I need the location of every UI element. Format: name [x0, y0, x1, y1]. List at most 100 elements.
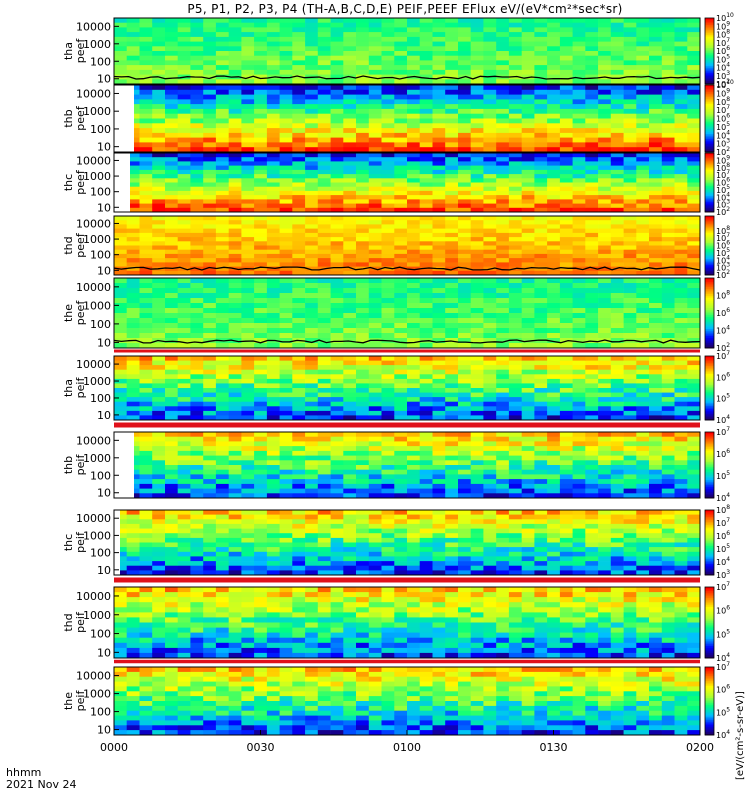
- colorbar-cell-9: [705, 672, 714, 675]
- colorbar-tick-label-4: 106: [716, 307, 730, 318]
- colorbar-cell-6: [705, 453, 714, 456]
- y-tick-label-6: 100: [90, 469, 111, 482]
- colorbar-tick-label-1: 106: [716, 113, 730, 124]
- colorbar-cell-4: [705, 309, 714, 312]
- colorbar-cell-0: [705, 36, 714, 39]
- colorbar-cell-6: [705, 446, 714, 449]
- colorbar-cell-1: [705, 116, 714, 119]
- colorbar-cell-6: [705, 484, 714, 487]
- colorbar-cell-9: [705, 677, 714, 680]
- colorbar-cell-9: [705, 729, 714, 732]
- colorbar-cell-9: [705, 702, 714, 705]
- colorbar-cell-4: [705, 346, 714, 349]
- colorbar-cell-4: [705, 286, 714, 289]
- colorbar-tick-label-2: 107: [716, 169, 730, 180]
- y-tick-label-6: 1000: [83, 452, 111, 465]
- colorbar-cell-7: [705, 513, 714, 516]
- colorbar-cell-7: [705, 566, 714, 569]
- colorbar-cell-8: [705, 604, 714, 607]
- y-tick-label-4: 100: [90, 318, 111, 331]
- colorbar-frame-2: [704, 152, 715, 213]
- colorbar-cell-5: [705, 388, 714, 390]
- colorbar-tick-label-3: 102: [716, 269, 730, 280]
- colorbar-cell-6: [705, 488, 714, 491]
- colorbar-cell-8: [705, 654, 714, 657]
- panel-label-probe-2: thc: [62, 174, 75, 191]
- panel-label-probe-8: thd: [62, 613, 75, 631]
- colorbar-cell-7: [705, 571, 714, 574]
- colorbar-cell-2: [705, 166, 714, 169]
- colorbar-cell-7: [705, 510, 714, 512]
- colorbar-cell-6: [705, 433, 714, 436]
- colorbar-cell-8: [705, 597, 714, 600]
- colorbar-cell-6: [705, 486, 714, 489]
- colorbar-tick-label-0: 107: [716, 37, 730, 48]
- colorbar-cell-6: [705, 432, 714, 434]
- colorbar-cell-4: [705, 332, 714, 335]
- colorbar-tick-label-3: 108: [716, 225, 730, 236]
- colorbar-cell-2: [705, 207, 714, 210]
- colorbar-cell-0: [705, 47, 714, 50]
- colorbar-cell-5: [705, 386, 714, 389]
- y-tick-label-5: 1000: [83, 375, 111, 388]
- colorbar-cell-7: [705, 542, 714, 545]
- colorbar-cell-2: [705, 204, 714, 207]
- colorbar-cell-1: [705, 120, 714, 123]
- colorbar-cell-0: [705, 49, 714, 52]
- colorbar-cell-1: [705, 101, 714, 104]
- colorbar-cell-4: [705, 342, 714, 345]
- fill-bar-core-2: [114, 577, 700, 583]
- colorbar-tick-label-2: 104: [716, 191, 730, 202]
- colorbar-cell-4: [705, 285, 714, 288]
- colorbar-cell-0: [705, 37, 714, 40]
- colorbar-tick-label-8: 107: [716, 581, 730, 592]
- colorbar-cell-1: [705, 123, 714, 126]
- y-tick-label-2: 100: [90, 186, 111, 199]
- colorbar-cell-8: [705, 599, 714, 602]
- colorbar-cell-5: [705, 399, 714, 402]
- y-tick-label-2: 10000: [76, 154, 111, 167]
- colorbar-tick-label-6: 106: [716, 448, 730, 459]
- colorbar-cell-5: [705, 360, 714, 363]
- colorbar-tick-label-3: 105: [716, 247, 730, 258]
- colorbar-cell-4: [705, 297, 714, 300]
- colorbar-cell-1: [705, 133, 714, 136]
- panel-label-product-3: peef: [74, 232, 87, 258]
- y-tick-label-5: 10: [97, 409, 111, 422]
- y-tick-label-1: 100: [90, 123, 111, 136]
- colorbar-cell-7: [705, 529, 714, 532]
- colorbar-cell-7: [705, 545, 714, 548]
- colorbar-cell-8: [705, 629, 714, 632]
- y-tick-label-9: 10000: [76, 670, 111, 683]
- colorbar-cell-9: [705, 684, 714, 687]
- colorbar-cell-6: [705, 491, 714, 494]
- panel-label-probe-3: thd: [62, 236, 75, 254]
- colorbar-cell-1: [705, 98, 714, 101]
- colorbar-cell-2: [705, 181, 714, 183]
- colorbar-cell-8: [705, 656, 714, 659]
- colorbar-cell-0: [705, 65, 714, 68]
- colorbar-cell-8: [705, 594, 714, 597]
- colorbar-cell-1: [705, 90, 714, 93]
- y-tick-label-8: 1000: [83, 609, 111, 622]
- colorbar-tick-label-3: 106: [716, 240, 730, 251]
- colorbar-tick-label-1: 108: [716, 96, 730, 107]
- y-tick-label-7: 100: [90, 547, 111, 560]
- colorbar-cell-8: [705, 636, 714, 639]
- colorbar-cell-8: [705, 619, 714, 622]
- colorbar-cell-9: [705, 712, 714, 715]
- colorbar-cell-8: [705, 650, 714, 654]
- colorbar-cell-8: [705, 652, 714, 655]
- colorbar-cell-7: [705, 553, 714, 556]
- colorbar-cell-3: [705, 236, 714, 239]
- panel-frame-5: [113, 355, 701, 421]
- colorbar-cell-5: [705, 391, 714, 394]
- colorbar-cell-1: [705, 106, 714, 109]
- colorbar-cell-4: [705, 300, 714, 303]
- colorbar-tick-label-4: 108: [716, 290, 730, 301]
- colorbar-cell-8: [705, 611, 714, 615]
- colorbar-tick-label-9: 106: [716, 684, 730, 695]
- colorbar-cell-1: [705, 93, 714, 96]
- colorbar-cell-6: [705, 445, 714, 448]
- colorbar-cell-5: [705, 384, 714, 387]
